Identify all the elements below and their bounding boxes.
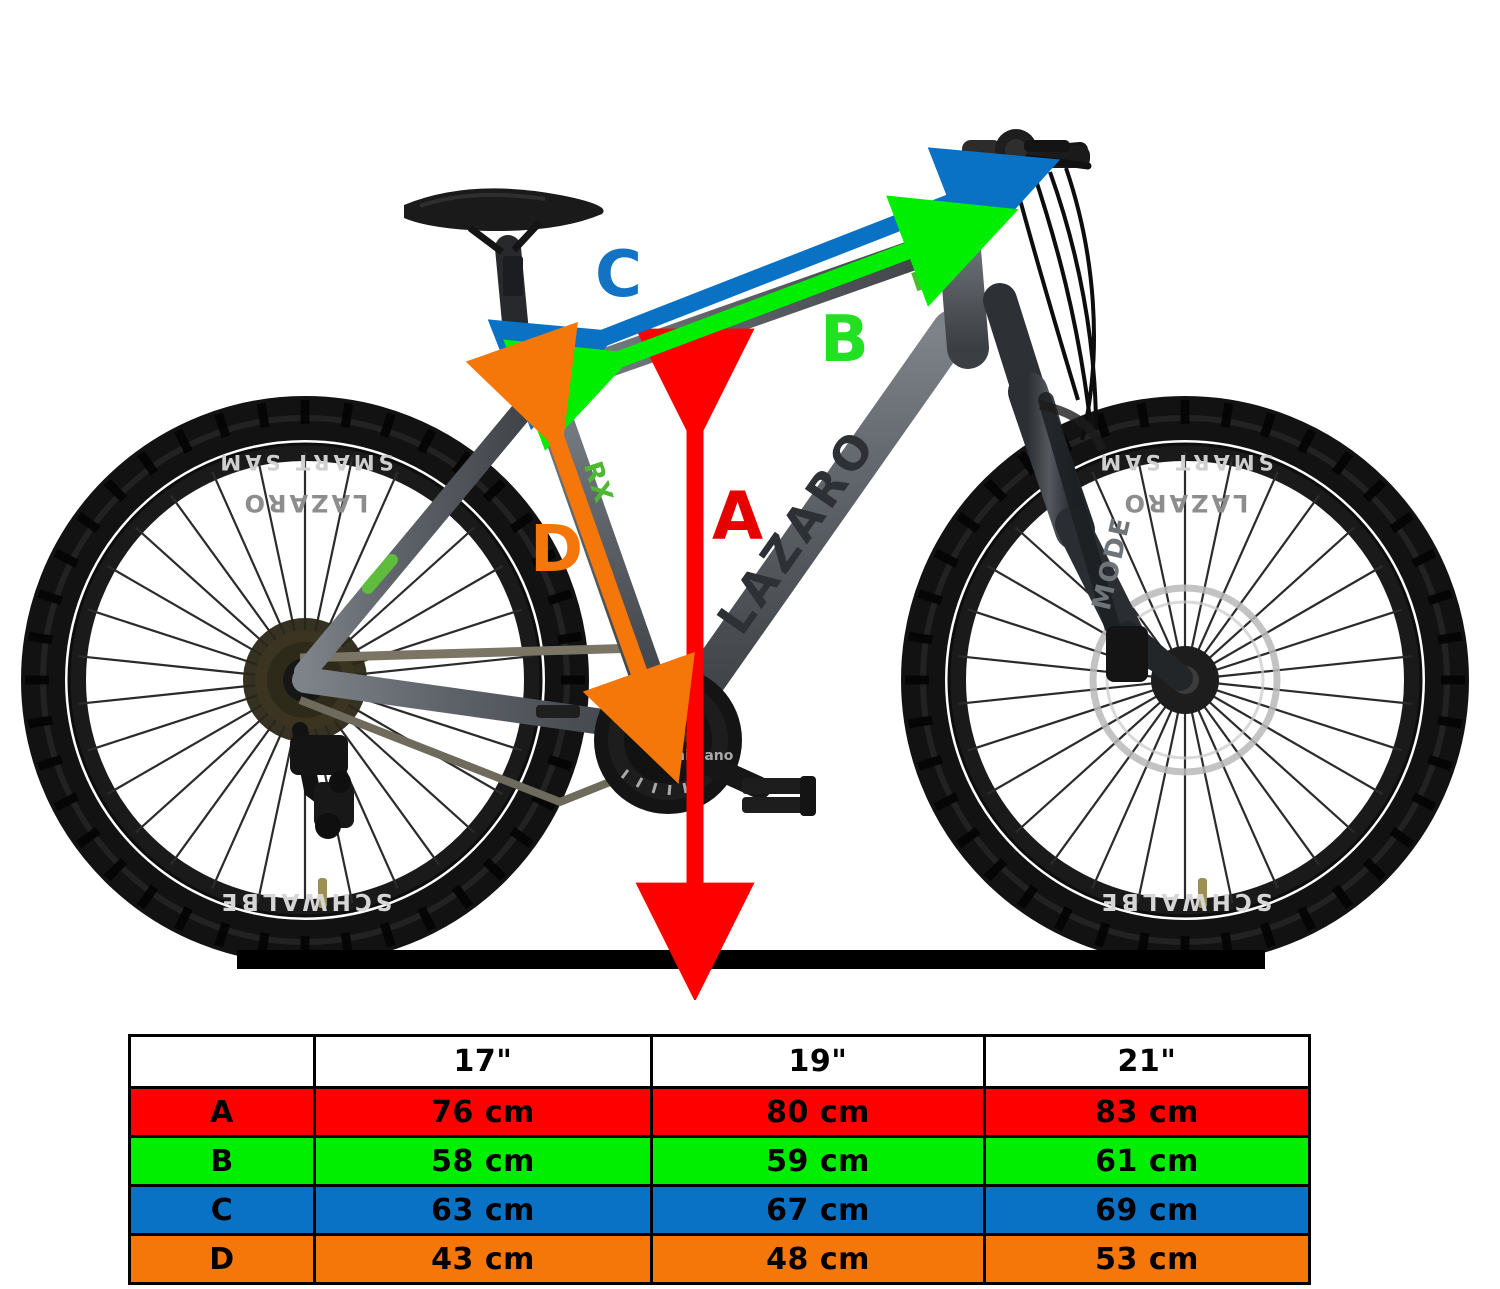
cell-A-19: 80 cm [650, 1086, 986, 1138]
row-key-B: B [128, 1135, 316, 1187]
ground-line [237, 950, 1265, 969]
cell-C-17: 63 cm [313, 1184, 653, 1236]
cell-A-21: 83 cm [983, 1086, 1311, 1138]
cell-B-21: 61 cm [983, 1135, 1311, 1187]
tire-model-text: SMART SAM [216, 450, 393, 474]
rim-decal-text-front: LAZARO [1122, 489, 1249, 517]
row-key-A: A [128, 1086, 316, 1138]
table-header-row: 17" 19" 21" [128, 1034, 1311, 1089]
header-cell-19: 19" [650, 1034, 986, 1089]
size-table-wrapper: 17" 19" 21" A 76 cm 80 cm 83 cm B 58 cm … [128, 1034, 1311, 1285]
table-row-C: C 63 cm 67 cm 69 cm [128, 1184, 1311, 1236]
header-cell-blank [128, 1034, 316, 1089]
cell-B-17: 58 cm [313, 1135, 653, 1187]
cell-A-17: 76 cm [313, 1086, 653, 1138]
cell-C-21: 69 cm [983, 1184, 1311, 1236]
table-row-A: A 76 cm 80 cm 83 cm [128, 1086, 1311, 1138]
cell-D-19: 48 cm [650, 1233, 986, 1285]
header-cell-17: 17" [313, 1034, 653, 1089]
bicycle-illustration: SMART SAM LAZARO SCHWALBE [21, 129, 1469, 1000]
header-cell-21: 21" [983, 1034, 1311, 1089]
cell-D-17: 43 cm [313, 1233, 653, 1285]
tire-brand-text-rear: SCHWALBE [218, 888, 393, 914]
cell-D-21: 53 cm [983, 1233, 1311, 1285]
bike-diagram: SMART SAM LAZARO SCHWALBE [21, 129, 1469, 1000]
measure-label-C: C [595, 238, 642, 312]
measure-label-D: D [530, 513, 584, 587]
rim-decal-text: LAZARO [242, 489, 369, 517]
cell-B-19: 59 cm [650, 1135, 986, 1187]
tire-brand-text-front: SCHWALBE [1098, 888, 1273, 914]
row-key-C: C [128, 1184, 316, 1236]
measure-label-A: A [712, 478, 764, 555]
measure-arrow-D [465, 321, 695, 784]
row-key-D: D [128, 1233, 316, 1285]
table-row-D: D 43 cm 48 cm 53 cm [128, 1233, 1311, 1285]
measure-label-B: B [820, 303, 869, 377]
frame-size-table: 17" 19" 21" A 76 cm 80 cm 83 cm B 58 cm … [128, 1034, 1311, 1285]
tire-model-text-front: SMART SAM [1096, 450, 1273, 474]
front-wheel: SMART SAM LAZARO SCHWALBE [901, 396, 1469, 964]
table-row-B: B 58 cm 59 cm 61 cm [128, 1135, 1311, 1187]
cell-C-19: 67 cm [650, 1184, 986, 1236]
